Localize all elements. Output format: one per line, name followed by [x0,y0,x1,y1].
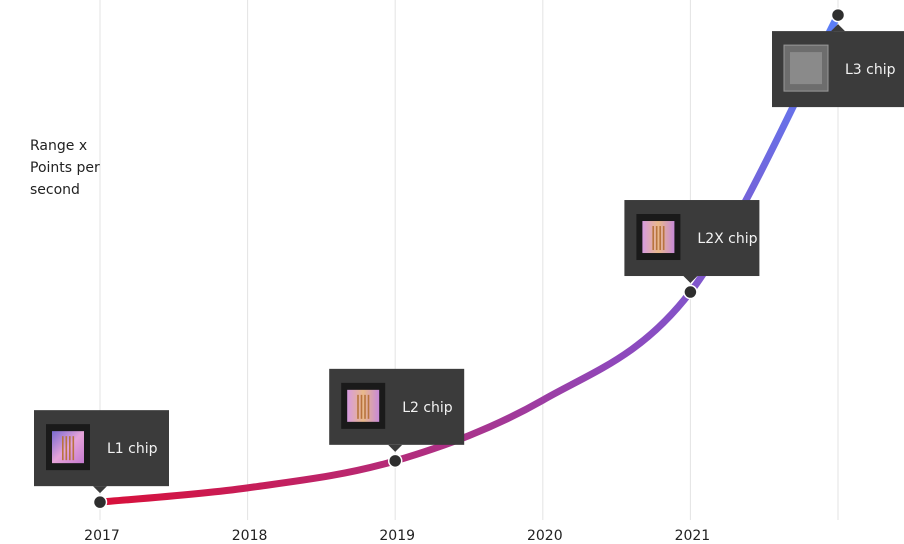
annotation-label: L1 chip [107,441,158,457]
chip-die [52,431,84,464]
x-tick-label: 2021 [675,528,711,544]
chip-trace [357,394,359,419]
annotation-pointer [831,24,845,32]
x-tick-label: 2017 [84,528,120,544]
annotation: L2X chip [624,200,760,284]
annotation-label: L3 chip [845,62,896,78]
chip-trace [655,226,658,251]
annotation: L2 chip [329,368,465,452]
point [92,494,108,510]
point [830,7,846,23]
chip-trace [65,436,68,461]
annotation-label: L2X chip [697,231,757,247]
chip-trace [367,394,370,419]
chip-trace [364,394,366,419]
x-tick-label: 2019 [379,528,415,544]
chip-die [642,221,675,254]
chip-die [790,52,822,85]
chip-trace [662,226,665,251]
x-tick-label: 2018 [232,528,268,544]
annotation-pointer [93,486,107,494]
annotation-label: L2 chip [402,400,453,416]
point [683,284,698,300]
chip-trace [659,226,661,251]
chip-trace [360,394,363,419]
annotation: L3 chip [772,24,904,108]
annotation: L1 chip [34,410,169,494]
chip-trace [62,436,64,461]
x-tick-label: 2020 [527,528,563,544]
chip-trace [72,436,75,461]
chip-trace [69,436,71,461]
chip-trace [652,226,654,251]
annotation-pointer [388,444,403,452]
chip-die [347,389,380,422]
y-axis-label: Range x Points per second [30,138,100,198]
point [387,453,403,469]
annotation-pointer [683,276,698,284]
